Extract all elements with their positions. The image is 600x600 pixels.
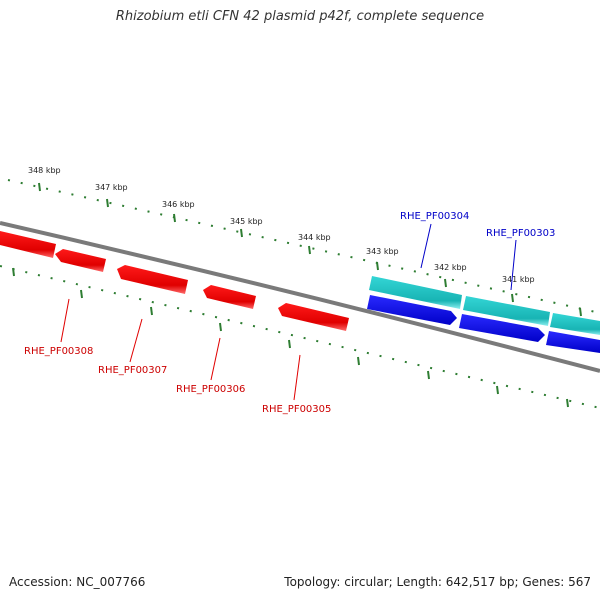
kbp-label-345: 345 kbp [230, 217, 263, 226]
inner-tick-8 [496, 385, 499, 395]
inner-tick-9 [566, 398, 569, 408]
tick-344 [308, 245, 311, 255]
gene-rhe-pf00305-arrow[interactable] [203, 285, 256, 309]
kbp-label-348: 348 kbp [28, 166, 61, 175]
gene-label-rhe-pf00308[interactable]: RHE_PF00308 [24, 346, 93, 357]
gene-label-rhe-pf00305[interactable]: RHE_PF00305 [262, 404, 331, 415]
gene-rhe-pf00304-arrow[interactable] [367, 295, 457, 325]
leader-rhe-pf00307 [129, 318, 143, 363]
gene-rhe-pf00306-arrow[interactable] [117, 265, 188, 294]
gene-rhe-pf00308-arrow[interactable] [0, 231, 56, 258]
inner-tick-5 [288, 339, 291, 349]
tick-340 [579, 307, 582, 317]
tick-346 [173, 213, 176, 223]
tick-347 [106, 198, 109, 208]
cds-rhe-pf00303[interactable] [463, 296, 550, 326]
ruler-labels: 348 kbp 347 kbp 346 kbp 345 kbp 344 kbp … [28, 166, 535, 284]
inner-ruler [0, 265, 600, 409]
kbp-label-341: 341 kbp [502, 275, 535, 284]
tick-342 [444, 278, 447, 288]
topology-summary: Topology: circular; Length: 642,517 bp; … [284, 575, 591, 589]
kbp-label-346: 346 kbp [162, 200, 195, 209]
cds-next[interactable] [550, 313, 600, 335]
forward-strand-genes [367, 295, 600, 353]
accession-text: Accession: NC_007766 [9, 575, 146, 589]
tick-343 [376, 261, 379, 271]
cds-rhe-pf00304[interactable] [369, 276, 462, 309]
tick-341 [511, 293, 514, 303]
sequence-backbone [0, 221, 600, 373]
leader-rhe-pf00306 [210, 337, 221, 381]
gene-rhe-pf00307-arrow[interactable] [55, 249, 106, 272]
kbp-label-347: 347 kbp [95, 183, 128, 192]
kbp-label-344: 344 kbp [298, 233, 331, 242]
tick-348 [38, 182, 41, 192]
gene-label-rhe-pf00303[interactable]: RHE_PF00303 [486, 228, 555, 239]
tick-345 [240, 228, 243, 238]
inner-tick-3 [150, 306, 153, 316]
gene-label-rhe-pf00306[interactable]: RHE_PF00306 [176, 384, 245, 395]
cds-highlight-track [369, 276, 600, 335]
inner-tick-1 [12, 267, 15, 277]
map-title: Rhizobium etli CFN 42 plasmid p42f, comp… [115, 9, 485, 24]
inner-tick-6 [357, 356, 360, 366]
gene-label-rhe-pf00304[interactable]: RHE_PF00304 [400, 211, 469, 222]
inner-tick-7 [427, 370, 430, 380]
outer-ruler [7, 179, 600, 317]
gene-labels: RHE_PF00308 RHE_PF00307 RHE_PF00306 RHE_… [24, 211, 555, 415]
gene-rhe-pf00303-arrow[interactable] [459, 314, 545, 342]
leader-rhe-pf00308 [60, 298, 70, 343]
inner-tick-2 [80, 289, 83, 299]
kbp-label-342: 342 kbp [434, 263, 467, 272]
leader-rhe-pf00305 [293, 354, 301, 401]
leader-rhe-pf00303 [510, 239, 517, 291]
gene-label-rhe-pf00307[interactable]: RHE_PF00307 [98, 365, 167, 376]
gene-rhe-pf00304-rev-arrow[interactable] [278, 303, 349, 331]
label-leaders [60, 223, 517, 401]
reverse-strand-genes [0, 231, 349, 331]
kbp-label-343: 343 kbp [366, 247, 399, 256]
inner-tick-4 [219, 322, 222, 332]
leader-rhe-pf00304 [420, 223, 432, 269]
gene-next-arrow[interactable] [546, 331, 600, 353]
